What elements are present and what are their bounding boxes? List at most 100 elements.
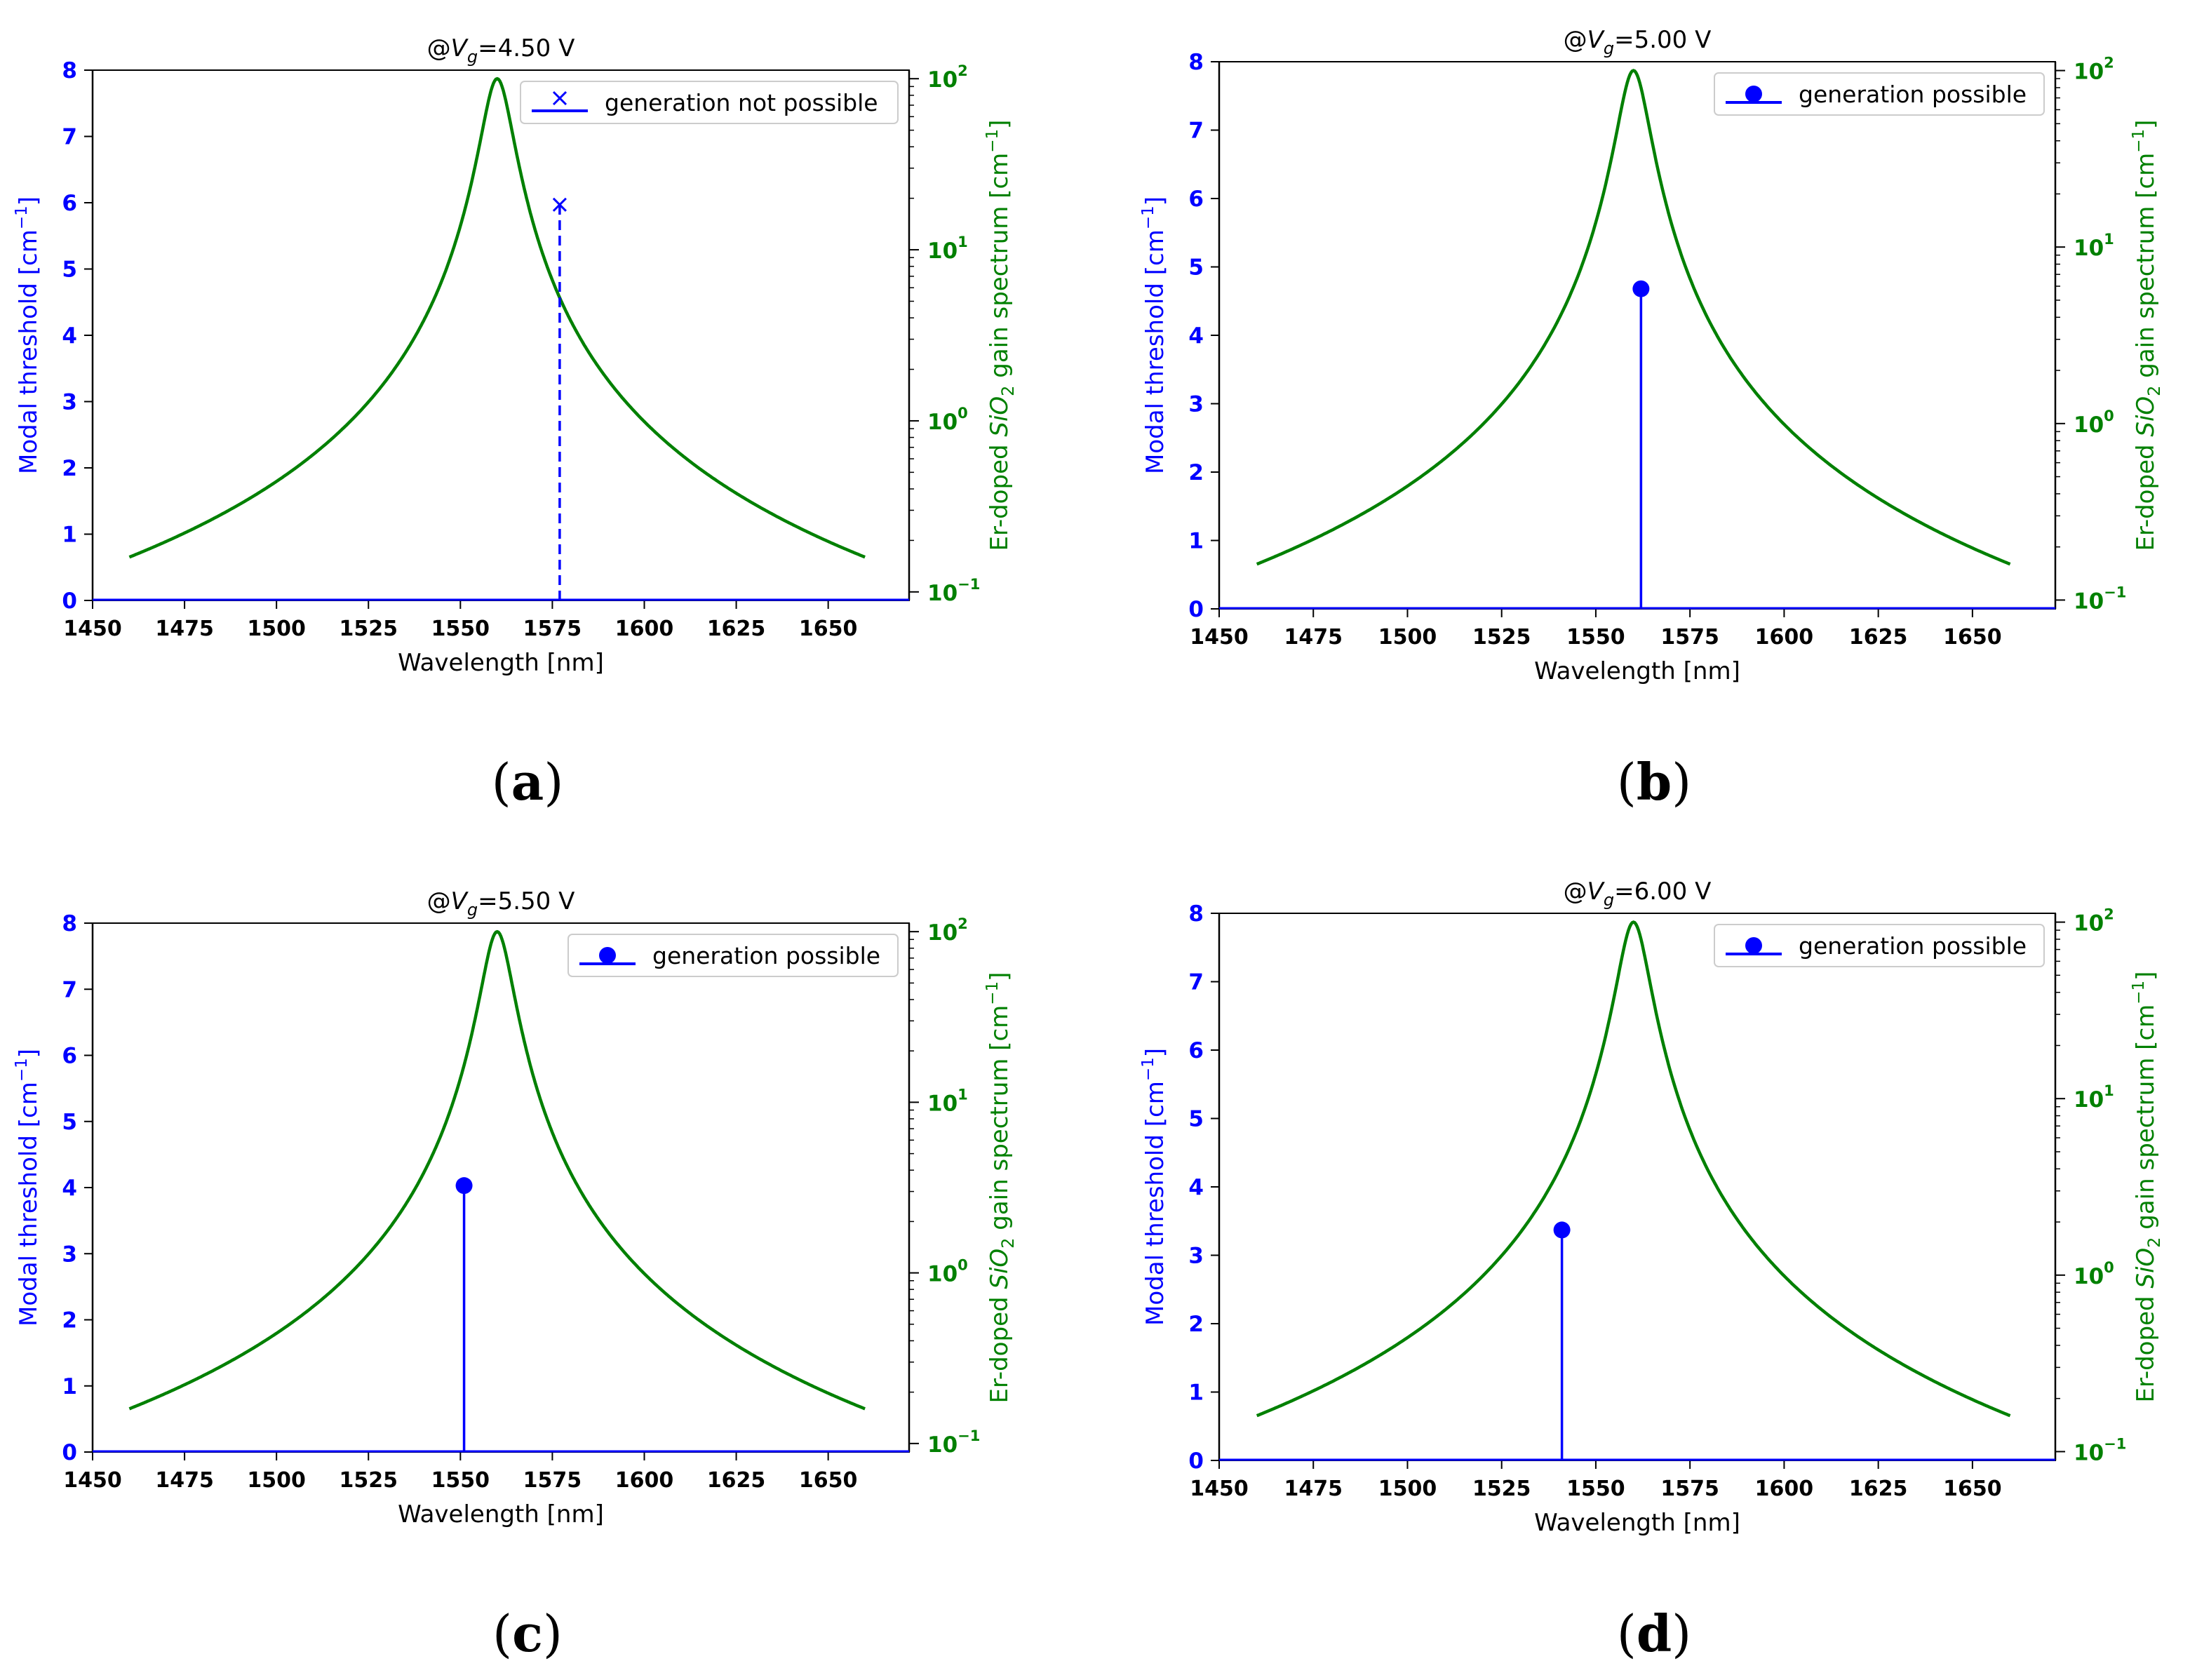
legend-dot-icon (1745, 86, 1762, 102)
y-left-tick-label: 4 (1188, 323, 1204, 349)
x-tick-label: 1575 (523, 1468, 582, 1493)
x-tick-label: 1500 (247, 1468, 306, 1493)
x-tick-label: 1500 (1378, 625, 1437, 650)
y-left-label-close: ] (15, 196, 43, 206)
y-right-label-exp: −1 (2130, 981, 2148, 1004)
y-right-label-pre: Er-doped (986, 1289, 1014, 1404)
y-right-tick-exp: 0 (958, 1257, 968, 1274)
y-left-label-exp: −1 (1139, 1057, 1157, 1081)
title-value: =6.00 V (1614, 878, 1711, 906)
y-right-tick-exp: 2 (2104, 55, 2114, 72)
x-tick-label: 1550 (1566, 1477, 1625, 1501)
y-left-tick-label: 0 (1188, 597, 1204, 622)
panel-caption-a-letter: a (511, 752, 544, 812)
y-left-label-close: ] (1141, 196, 1169, 206)
y-right-tick-base: 10 (927, 920, 958, 946)
y-left-tick-label: 2 (1188, 1312, 1204, 1337)
y-right-label-pre: Er-doped (2132, 1289, 2160, 1403)
y-left-tick-label: 5 (62, 257, 77, 283)
chart-title: @Vg=6.00 V (1564, 878, 1712, 910)
y-right-tick-exp: −1 (2104, 584, 2126, 600)
y-right-label-sub: 2 (998, 1238, 1018, 1249)
x-axis-label: Wavelength [nm] (1534, 1509, 1740, 1537)
chart-panel-d: 1450 1475 1500 1525 1550 1575 1600 1625 16500123… (1139, 878, 2164, 1537)
threshold-marker-dot (455, 1177, 473, 1195)
y-left-tick-label: 7 (1188, 119, 1204, 144)
y-right-tick-base: 10 (2074, 911, 2104, 936)
y-right-tick-base: 10 (2074, 412, 2104, 438)
y-left-tick-label: 1 (1188, 529, 1204, 554)
y-right-label-post: gain spectrum [cm (986, 1005, 1014, 1238)
legend-box (567, 934, 899, 977)
title-variable: V (451, 887, 469, 915)
y-right-tick-base: 10 (2074, 60, 2104, 85)
x-tick-label: 1525 (1472, 1477, 1531, 1501)
title-value: =5.00 V (1614, 26, 1711, 54)
title-variable: V (1587, 878, 1606, 906)
x-tick-label: 1525 (339, 1468, 398, 1493)
legend-label: generation possible (652, 942, 880, 969)
y-right-tick-exp: 1 (2104, 231, 2114, 248)
legend-box (1714, 72, 2045, 116)
gain-spectrum-line (1256, 69, 2011, 566)
legend-dot-icon (1745, 937, 1762, 954)
y-right-tick-base: 10 (927, 238, 958, 264)
x-tick-label: 1500 (247, 617, 306, 641)
y-right-tick-label: 100 (2074, 1259, 2114, 1289)
panel-caption-d: (d) (1616, 1604, 1692, 1663)
y-left-tick-label: 8 (62, 911, 77, 936)
y-right-tick-label: 100 (2074, 408, 2114, 438)
title-subscript: g (1604, 39, 1614, 58)
threshold-marker-dot (1632, 280, 1650, 297)
x-tick-label: 1475 (1284, 1477, 1343, 1501)
y-right-tick-base: 10 (2074, 236, 2104, 261)
panel-caption-b: (b) (1616, 752, 1692, 812)
title-subscript: g (467, 900, 478, 920)
y-right-label-post: gain spectrum [cm (2132, 1004, 2160, 1237)
x-tick-label: 1625 (707, 617, 766, 641)
y-right-tick-exp: −1 (958, 576, 980, 593)
y-right-tick-label: 100 (927, 1257, 968, 1287)
y-right-tick-base: 10 (927, 1432, 958, 1458)
y-right-tick-base: 10 (927, 67, 958, 93)
x-tick-label: 1450 (63, 617, 122, 641)
panel-caption-b-letter: b (1636, 752, 1672, 812)
legend-box (520, 81, 899, 124)
legend-x-icon (552, 90, 567, 106)
y-right-tick-label: 10−1 (2074, 584, 2126, 614)
y-right-label-close: ] (986, 120, 1014, 129)
y-right-axis-label: Er-doped SiO2 gain spectrum [cm−1] (983, 972, 1018, 1404)
y-right-label-post: gain spectrum [cm (2132, 153, 2160, 386)
y-left-tick-label: 3 (1188, 1244, 1204, 1269)
chart-title: @Vg=4.50 V (427, 34, 575, 67)
y-left-tick-label: 7 (62, 977, 77, 1002)
y-right-tick-exp: 2 (2104, 906, 2114, 923)
panel-caption-a: (a) (491, 752, 564, 812)
y-right-tick-exp: 2 (958, 62, 968, 79)
y-right-tick-exp: 1 (958, 234, 968, 250)
y-right-tick-exp: 0 (2104, 1259, 2114, 1276)
y-right-label-sub: 2 (2144, 386, 2164, 396)
title-variable: V (451, 34, 469, 62)
x-tick-label: 1550 (431, 617, 490, 641)
y-right-label-chem: SiO (2132, 1248, 2160, 1289)
x-tick-label: 1450 (1190, 625, 1249, 650)
y-left-tick-label: 1 (1188, 1380, 1204, 1406)
y-right-label-pre: Er-doped (986, 437, 1014, 551)
y-left-tick-label: 3 (62, 1242, 77, 1267)
y-right-tick-base: 10 (2074, 589, 2104, 614)
y-right-tick-label: 10−1 (2074, 1435, 2126, 1465)
y-right-tick-exp: −1 (2104, 1435, 2126, 1452)
y-left-label-text: Modal threshold [cm (1141, 229, 1169, 474)
title-value: =5.50 V (478, 887, 575, 915)
y-left-tick-label: 2 (62, 456, 77, 481)
y-right-tick-base: 10 (2074, 1264, 2104, 1289)
y-left-tick-label: 2 (1188, 460, 1204, 485)
x-tick-label: 1650 (799, 1468, 858, 1493)
x-tick-label: 1600 (615, 1468, 674, 1493)
chart-panel-b: 1450 1475 1500 1525 1550 1575 1600 1625 16500123… (1139, 26, 2164, 685)
y-left-axis-label: Modal threshold [cm−1] (1139, 1048, 1169, 1326)
x-tick-label: 1525 (339, 617, 398, 641)
x-tick-label: 1650 (1943, 625, 2002, 650)
y-right-tick-label: 10−1 (927, 1427, 980, 1458)
